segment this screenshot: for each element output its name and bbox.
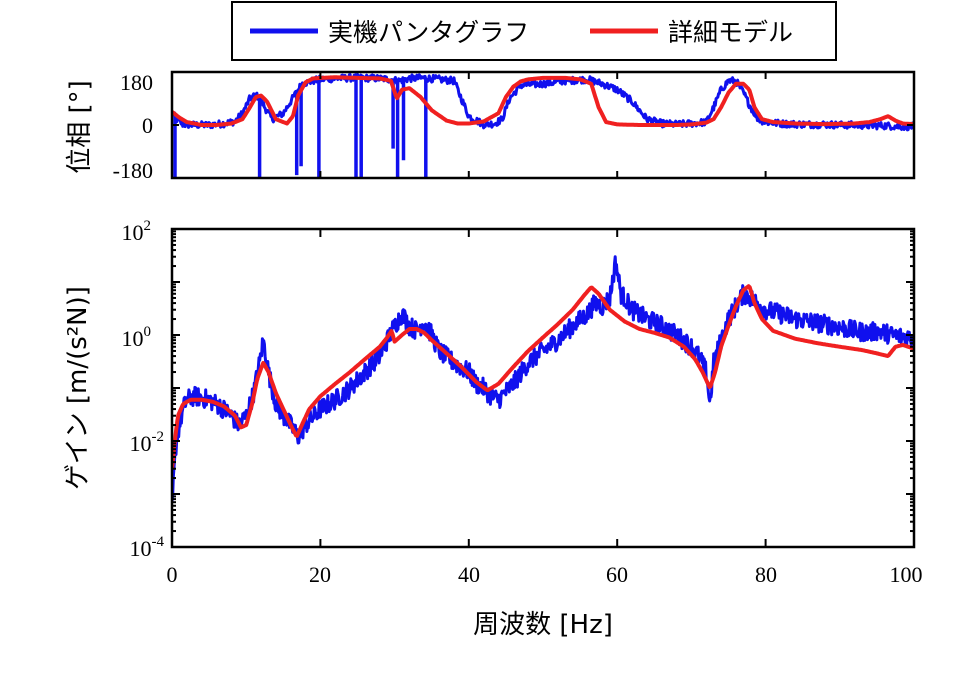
- legend-label-measured: 実機パンタグラフ: [328, 18, 529, 47]
- phase-series-group: [172, 72, 914, 178]
- gain-xlabel: 周波数 [Hz]: [473, 610, 613, 640]
- phase-ytick-label: -180: [113, 158, 153, 183]
- gain-ylabel: ゲイン [m/(s²N)]: [63, 286, 93, 490]
- gain-ytick-label: 10-4: [130, 534, 165, 561]
- gain-xtick-label: 100: [890, 562, 923, 587]
- gain-xtick-label: 20: [309, 562, 331, 587]
- phase-ticks: [171, 71, 915, 179]
- gain-axes-frame: [170, 227, 916, 549]
- gain-xtick-label: 0: [167, 562, 178, 587]
- gain-ytick-label: 102: [122, 218, 152, 245]
- gain-plot: 102 100 10-2 10-4 0 20 40 60 80 100 周波数 …: [63, 218, 923, 640]
- legend: 実機パンタグラフ 詳細モデル: [231, 1, 837, 61]
- phase-plot: 180 0 -180 位相 [°]: [65, 70, 916, 183]
- gain-xtick-label: 80: [755, 562, 777, 587]
- phase-ylabel: 位相 [°]: [65, 80, 95, 174]
- legend-box: [231, 1, 837, 61]
- gain-ytick-label: 10-2: [130, 429, 165, 456]
- gain-xtick-label: 40: [458, 562, 480, 587]
- gain-ticks: [171, 228, 915, 548]
- gain-series-group: [172, 255, 914, 502]
- gain-model-line: [172, 284, 914, 469]
- gain-measured-line: [172, 255, 914, 502]
- phase-ytick-label: 0: [142, 113, 153, 138]
- legend-label-model: 詳細モデル: [668, 18, 793, 47]
- gain-ytick-label: 100: [122, 324, 152, 351]
- gain-xtick-label: 60: [606, 562, 628, 587]
- phase-ytick-label: 180: [120, 70, 153, 95]
- phase-model-line: [172, 75, 914, 127]
